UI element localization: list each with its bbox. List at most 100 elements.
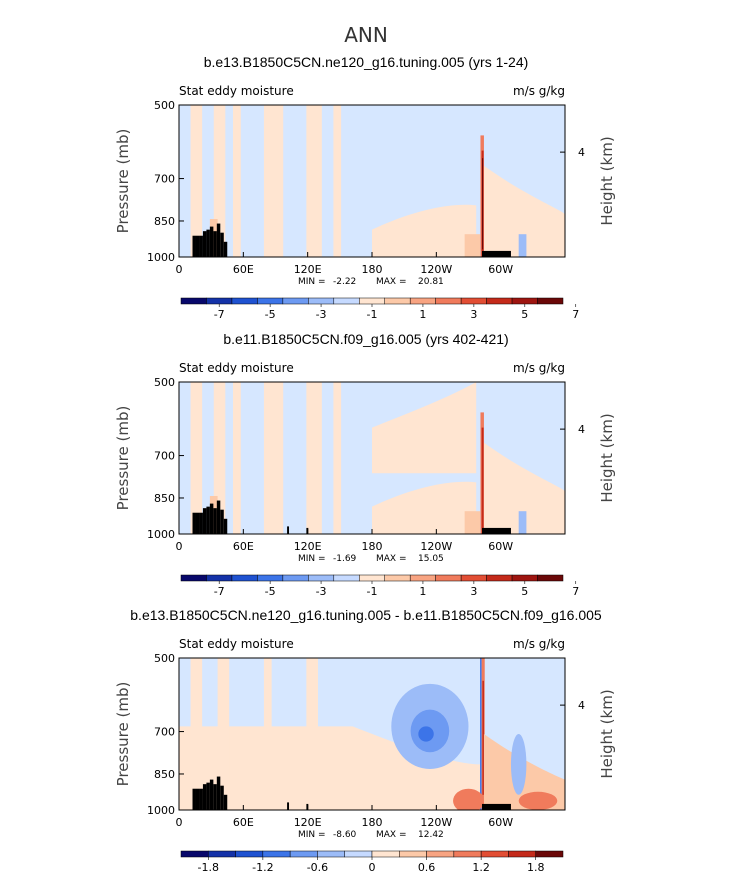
- colorbar-label: 5: [521, 585, 528, 598]
- x-tick-label: 60E: [233, 816, 254, 829]
- topography-bar: [195, 235, 200, 257]
- colorbar-label: 1: [419, 585, 426, 598]
- colorbar-label: -1.8: [198, 861, 219, 872]
- warm-core: [518, 791, 558, 810]
- warm-core: [464, 234, 481, 257]
- colorbar-swatch: [333, 297, 360, 305]
- warm-core: [453, 788, 484, 810]
- topography-bar: [206, 229, 210, 257]
- colorbar-swatch: [206, 297, 233, 305]
- chart-panel: b.e13.B1850C5CN.ne120_g16.tuning.005 - b…: [114, 607, 616, 872]
- y2-tick-label: 4: [578, 146, 585, 159]
- colorbar-swatch: [435, 297, 462, 305]
- x-tick-label: 60W: [488, 816, 513, 829]
- stat-max-value: 20.81: [418, 277, 444, 287]
- colorbar-swatch: [384, 297, 411, 305]
- colorbar-label: 3: [470, 308, 477, 321]
- x-tick-label: 0: [176, 816, 183, 829]
- colorbar-label: 0: [369, 861, 376, 872]
- topography-bar: [216, 500, 221, 534]
- variable-label: Stat eddy moisture: [179, 637, 294, 651]
- y-tick-label: 700: [154, 726, 175, 739]
- topography-bar: [195, 512, 200, 534]
- topography-bar: [213, 508, 217, 534]
- warm-stripe: [190, 658, 203, 810]
- contour-fill: [190, 382, 565, 534]
- topography-bar: [220, 509, 224, 534]
- stat-max-label: MAX =: [376, 554, 407, 564]
- colorbar-swatch: [180, 574, 207, 582]
- y-axis-label: Pressure (mb): [114, 406, 132, 511]
- warm-stripe: [333, 105, 342, 257]
- cool-anomaly: [418, 726, 434, 742]
- colorbar-swatch: [317, 850, 345, 858]
- colorbar-swatch: [231, 297, 258, 305]
- colorbar-label: -1.2: [252, 861, 273, 872]
- chart-panel: b.e13.B1850C5CN.ne120_g16.tuning.005 (yr…: [114, 54, 616, 321]
- x-tick-label: 180: [362, 263, 383, 276]
- colorbar-label: -3: [316, 585, 327, 598]
- y2-tick-label: 4: [578, 423, 585, 436]
- colorbar-swatch: [282, 297, 309, 305]
- warm-stripe: [233, 382, 241, 534]
- y-tick-label: 700: [154, 173, 175, 186]
- stat-min-label: MIN =: [298, 830, 326, 840]
- colorbar-label: -5: [265, 585, 276, 598]
- colorbar-swatch: [453, 850, 482, 858]
- topography-bar: [287, 802, 290, 810]
- colorbar-swatch: [206, 574, 233, 582]
- colorbar-swatch: [508, 850, 536, 858]
- topography-bar: [482, 250, 511, 257]
- negative-plume: [480, 658, 482, 810]
- warm-stripe: [213, 382, 226, 534]
- colorbar-swatch: [231, 574, 258, 582]
- topography-bar: [199, 235, 203, 257]
- colorbar-label: 3: [470, 585, 477, 598]
- colorbar-swatch: [486, 574, 513, 582]
- x-tick-label: 60E: [233, 263, 254, 276]
- warm-stripe: [190, 105, 203, 257]
- topography-bar: [482, 803, 511, 810]
- contour-fill: [179, 658, 565, 810]
- moisture-plume: [482, 158, 484, 250]
- moisture-plume: [482, 680, 484, 795]
- cool-core: [518, 511, 527, 534]
- colorbar-swatch: [460, 297, 487, 305]
- stat-max-value: 15.05: [418, 554, 444, 564]
- y-tick-label: 500: [154, 652, 175, 665]
- panel-title: b.e13.B1850C5CN.ne120_g16.tuning.005 - b…: [130, 607, 602, 623]
- units-label: m/s g/kg: [513, 84, 565, 98]
- warm-stripe: [275, 382, 284, 534]
- colorbar-swatch: [480, 850, 509, 858]
- topography-bar: [195, 788, 200, 810]
- x-tick-label: 60W: [488, 540, 513, 553]
- units-label: m/s g/kg: [513, 361, 565, 375]
- colorbar-swatch: [257, 297, 284, 305]
- colorbar-swatch: [180, 297, 207, 305]
- stat-max-value: 12.42: [418, 830, 444, 840]
- x-tick-label: 120W: [420, 540, 452, 553]
- colorbar-label: -7: [214, 585, 225, 598]
- colorbar-swatch: [371, 850, 400, 858]
- colorbar-swatch: [426, 850, 455, 858]
- warm-stripe: [306, 382, 322, 534]
- warm-stripe: [306, 658, 318, 810]
- colorbar-swatch: [435, 574, 462, 582]
- moisture-plume: [481, 427, 484, 534]
- colorbar-swatch: [282, 574, 309, 582]
- topography-bar: [209, 226, 214, 257]
- stat-min-value: -8.60: [333, 830, 357, 840]
- main-title: ANN: [344, 23, 388, 47]
- topography-bar: [199, 512, 203, 534]
- topography-bar: [202, 231, 207, 257]
- colorbar-swatch: [486, 297, 513, 305]
- variable-label: Stat eddy moisture: [179, 361, 294, 375]
- colorbar-label: 0.6: [418, 861, 436, 872]
- stat-max-label: MAX =: [376, 830, 407, 840]
- units-label: m/s g/kg: [513, 637, 565, 651]
- colorbar-swatch: [537, 297, 564, 305]
- warm-stripe: [217, 658, 230, 810]
- colorbar-swatch: [409, 574, 436, 582]
- colorbar-swatch: [511, 297, 538, 305]
- y-axis-label: Pressure (mb): [114, 682, 132, 787]
